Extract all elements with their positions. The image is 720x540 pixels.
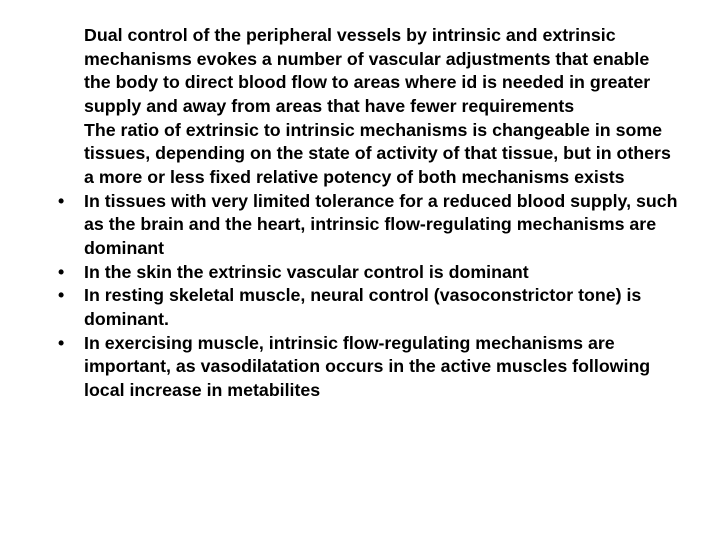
list-item: Dual control of the peripheral vessels b… [40, 24, 680, 119]
list-item: In resting skeletal muscle, neural contr… [40, 284, 680, 331]
slide: Dual control of the peripheral vessels b… [0, 0, 720, 540]
list-item-text: In resting skeletal muscle, neural contr… [84, 285, 641, 329]
list-item-text: The ratio of extrinsic to intrinsic mech… [84, 120, 671, 187]
content-list: Dual control of the peripheral vessels b… [40, 24, 680, 403]
list-item: In exercising muscle, intrinsic flow-reg… [40, 332, 680, 403]
list-item: In tissues with very limited tolerance f… [40, 190, 680, 261]
list-item-text: In the skin the extrinsic vascular contr… [84, 262, 529, 282]
list-item-text: In tissues with very limited tolerance f… [84, 191, 678, 258]
list-item-text: In exercising muscle, intrinsic flow-reg… [84, 333, 650, 400]
list-item-text: Dual control of the peripheral vessels b… [84, 25, 650, 116]
list-item: The ratio of extrinsic to intrinsic mech… [40, 119, 680, 190]
list-item: In the skin the extrinsic vascular contr… [40, 261, 680, 285]
